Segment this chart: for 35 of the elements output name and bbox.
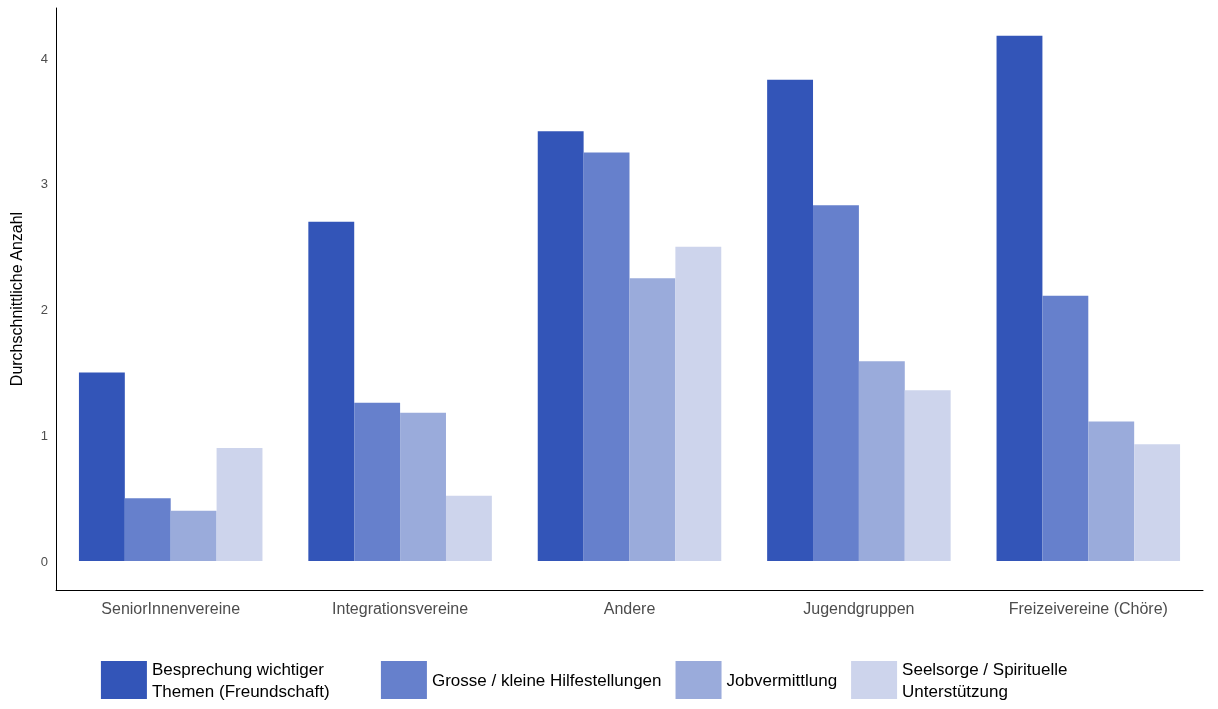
bar [400,412,446,562]
legend-label: Grosse / kleine Hilfestellungen [431,670,662,690]
bar [767,79,814,562]
y-axis-title: Durchschnittliche Anzahl [7,211,25,387]
y-tick-label: 1 [40,427,48,443]
bar [124,498,171,562]
bar [170,510,217,562]
bar [1042,295,1089,562]
bar [216,447,263,562]
y-tick-label: 0 [40,553,48,569]
bar [308,221,355,562]
bar [996,35,1043,562]
x-tick-label: SeniorInnenvereine [101,599,241,617]
legend-label: Jobvermittlung [726,670,838,690]
bar [78,372,125,562]
x-tick-label: Integrationsvereine [332,599,469,617]
y-tick-label: 4 [40,50,48,66]
bar [629,278,676,562]
bar [445,495,492,562]
legend-label: Besprechung wichtiger Themen (Freundschaft) [151,659,330,701]
bar [583,152,630,562]
bar [675,246,722,562]
y-tick-label: 2 [40,302,48,318]
y-tick-label: 3 [40,176,48,192]
bar [1088,421,1135,562]
x-tick-label: Andere [603,599,656,617]
legend-label: Seelsorge / Spirituelle Unterstützung [902,659,1073,701]
bar [858,361,905,562]
x-tick-label: Freizeivereine (Chöre) [1008,599,1168,617]
bar [537,131,584,562]
x-tick-label: Jugendgruppen [803,599,915,617]
bar [1134,444,1181,562]
bar [354,402,401,562]
bar [813,205,859,562]
bar [904,390,951,562]
